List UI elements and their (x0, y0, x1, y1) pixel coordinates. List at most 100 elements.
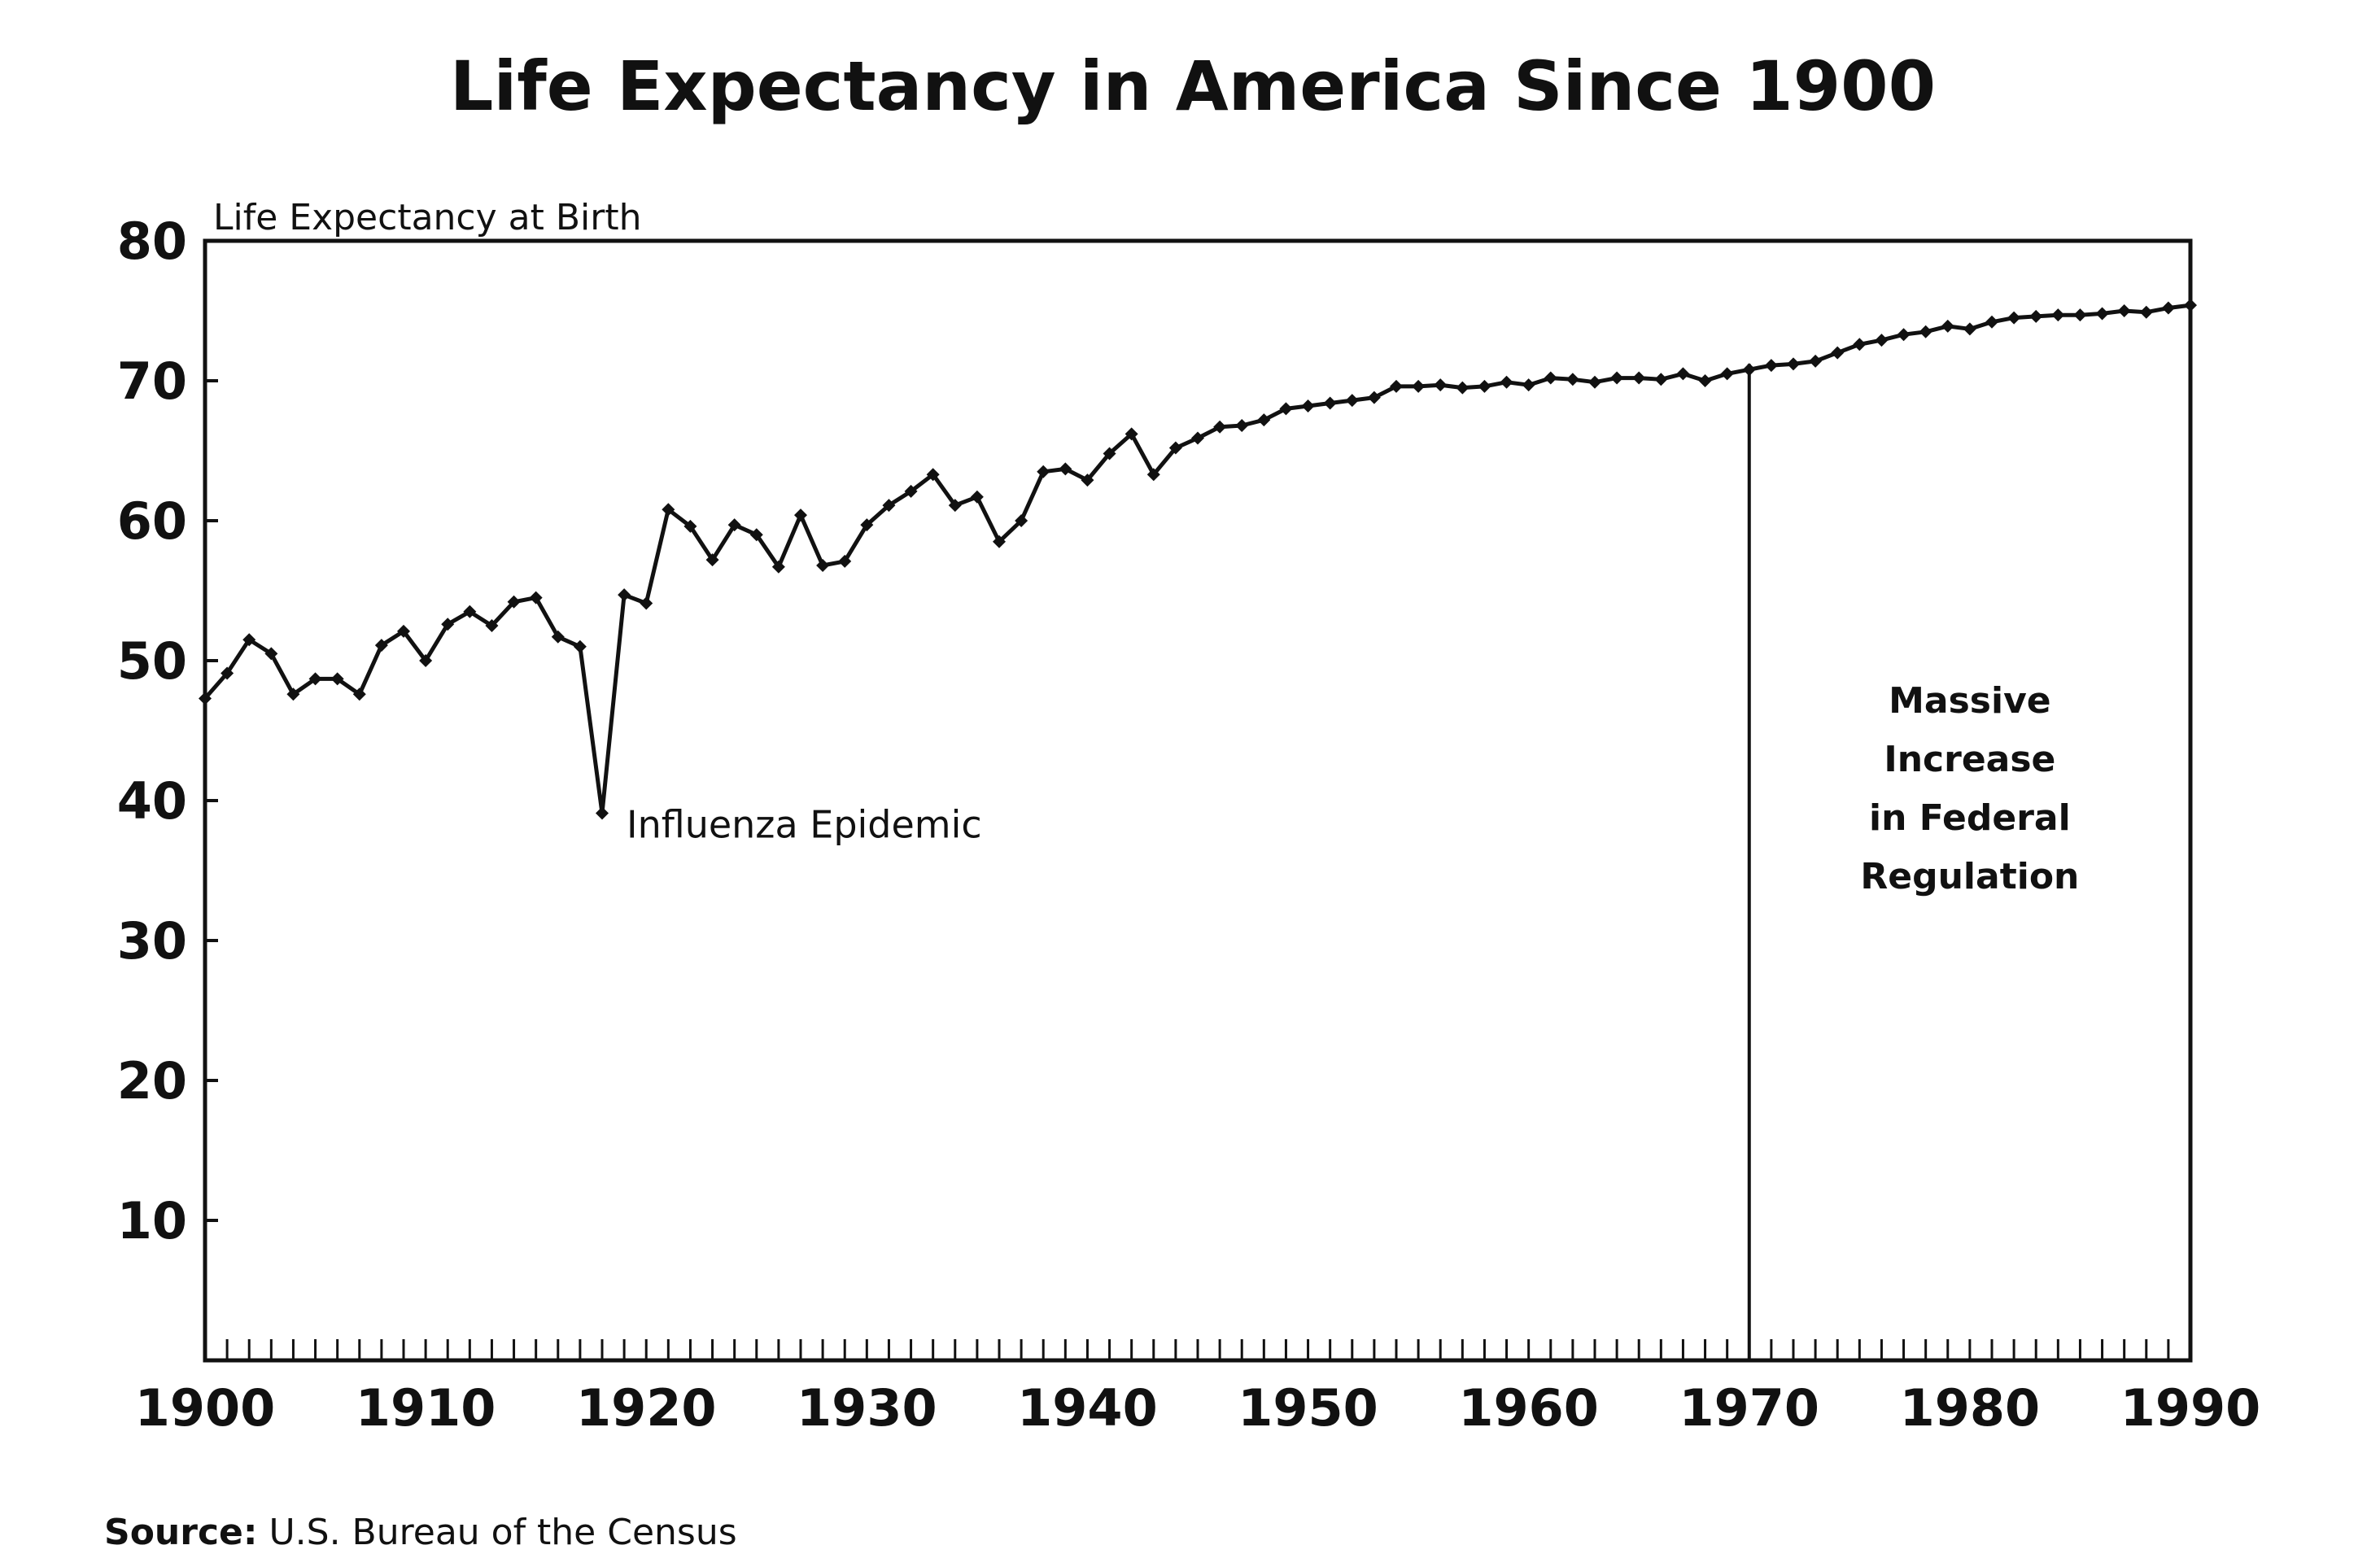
x-tick-label-1970: 1970 (1679, 1378, 1819, 1438)
data-point-1960 (1522, 378, 1535, 392)
data-point-1938 (1037, 465, 1050, 478)
data-point-1984 (2051, 308, 2065, 322)
annotation-regulation-line-1: Increase (1884, 739, 2055, 780)
data-point-1978 (1919, 325, 1932, 338)
data-point-1925 (749, 528, 763, 542)
data-point-1965 (1632, 371, 1646, 385)
data-point-1943 (1146, 468, 1160, 482)
data-point-1915 (529, 591, 543, 605)
data-point-1950 (1301, 399, 1315, 412)
data-point-1962 (1566, 373, 1579, 386)
data-point-1923 (705, 553, 719, 567)
data-point-1906 (330, 672, 344, 686)
data-point-1926 (771, 560, 785, 574)
data-point-1985 (2073, 308, 2087, 322)
data-point-1988 (2139, 305, 2153, 319)
data-point-1904 (286, 687, 300, 701)
data-point-1980 (1963, 322, 1976, 336)
data-point-1930 (860, 518, 874, 532)
data-point-1967 (1676, 367, 1690, 381)
data-point-1979 (1941, 319, 1954, 333)
x-tick-label-1950: 1950 (1238, 1378, 1378, 1438)
data-point-1989 (2161, 301, 2175, 315)
data-point-1947 (1235, 419, 1249, 433)
data-point-1976 (1875, 334, 1889, 347)
x-tick-label-1920: 1920 (576, 1378, 717, 1438)
data-point-1946 (1213, 420, 1227, 434)
data-point-1908 (374, 639, 388, 653)
data-point-1945 (1191, 431, 1204, 445)
data-point-1918 (596, 806, 609, 820)
data-point-1927 (794, 509, 807, 522)
series-line-0 (203, 303, 2191, 815)
data-point-1933 (926, 468, 940, 482)
y-axis-ticks: 10 20 30 40 50 60 70 80 (117, 212, 218, 1251)
data-point-1942 (1124, 427, 1138, 441)
y-tick-label-10: 10 (117, 1191, 187, 1251)
data-point-1987 (2117, 304, 2131, 317)
x-tick-label-1910: 1910 (356, 1378, 496, 1438)
annotation-influenza: Influenza Epidemic (627, 802, 982, 846)
data-point-1944 (1168, 441, 1182, 455)
data-point-1936 (993, 535, 1006, 548)
y-tick-label-30: 30 (117, 911, 187, 971)
source-note: Source: U.S. Bureau of the Census (104, 1512, 737, 1553)
data-point-1983 (2029, 309, 2043, 323)
annotation-regulation-line-2: in Federal (1869, 797, 2071, 839)
data-point-1958 (1478, 379, 1491, 393)
series-layer (199, 299, 2197, 820)
data-point-1981 (1985, 315, 1998, 329)
data-point-1963 (1588, 375, 1601, 389)
data-point-1959 (1500, 375, 1513, 389)
y-tick-label-20: 20 (117, 1051, 187, 1111)
data-point-1905 (308, 672, 322, 686)
data-point-1934 (948, 499, 962, 513)
data-point-1937 (1015, 514, 1028, 527)
data-point-1975 (1853, 338, 1867, 351)
data-point-1911 (441, 618, 455, 631)
data-point-1939 (1059, 462, 1072, 476)
data-point-1955 (1412, 379, 1426, 393)
data-point-1957 (1456, 381, 1469, 395)
y-tick-label-70: 70 (117, 351, 187, 411)
x-tick-label-1940: 1940 (1017, 1378, 1158, 1438)
x-tick-label-1930: 1930 (797, 1378, 937, 1438)
data-point-1902 (242, 633, 256, 647)
y-tick-label-60: 60 (117, 491, 187, 551)
data-point-1956 (1434, 378, 1448, 392)
data-point-1954 (1390, 379, 1403, 393)
data-point-1901 (221, 666, 234, 680)
data-point-1948 (1257, 413, 1271, 427)
data-point-1920 (640, 596, 653, 610)
chart-title: Life Expectancy in America Since 1900 (450, 46, 1936, 126)
data-point-1928 (816, 559, 830, 573)
data-point-1982 (2007, 311, 2021, 325)
source-text: U.S. Bureau of the Census (257, 1512, 736, 1553)
y-tick-label-80: 80 (117, 212, 187, 271)
x-tick-label-1900: 1900 (135, 1378, 276, 1438)
data-point-1929 (838, 554, 852, 568)
annotation-regulation-line-0: Massive (1889, 680, 2050, 722)
data-point-1919 (618, 588, 631, 602)
data-point-1922 (683, 519, 697, 533)
data-point-1910 (419, 654, 433, 667)
data-point-1970 (1742, 363, 1756, 377)
data-point-1912 (463, 605, 477, 618)
annotation-regulation-line-3: Regulation (1860, 856, 2079, 897)
data-point-1964 (1610, 371, 1624, 385)
data-point-1953 (1367, 391, 1381, 404)
data-point-1914 (507, 595, 521, 609)
data-point-1903 (264, 647, 278, 661)
data-point-1932 (904, 484, 918, 498)
data-point-1907 (352, 687, 366, 701)
data-point-1951 (1323, 396, 1337, 410)
annotations: Influenza Epidemic Massive Increase in Fede… (627, 680, 2079, 897)
data-point-1977 (1897, 328, 1911, 342)
data-point-1931 (882, 499, 896, 513)
data-point-1974 (1831, 346, 1845, 360)
data-point-1961 (1544, 371, 1557, 385)
x-tick-label-1960: 1960 (1458, 1378, 1599, 1438)
data-point-1917 (573, 639, 587, 653)
data-point-1935 (970, 490, 984, 504)
